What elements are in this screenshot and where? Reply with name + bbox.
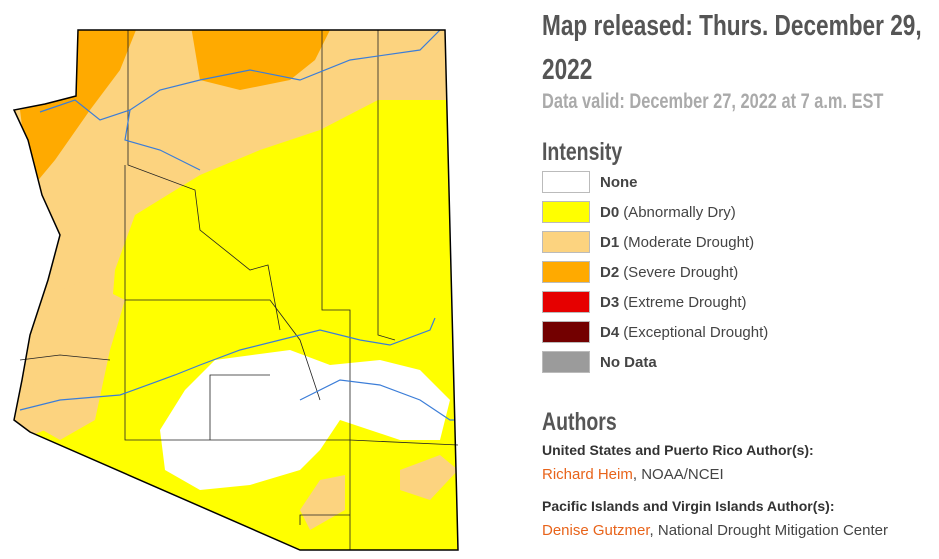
- author-name[interactable]: Richard Heim: [542, 466, 633, 483]
- legend-item: D0 (Abnormally Dry): [542, 200, 736, 224]
- legend-code: D3: [600, 293, 620, 311]
- author-line: Denise Gutzmer, National Drought Mitigat…: [542, 522, 888, 539]
- legend-code: D2: [600, 263, 620, 281]
- legend-item: No Data: [542, 350, 661, 374]
- legend-title: Intensity: [542, 138, 623, 166]
- legend-swatch: [542, 171, 590, 193]
- author-affiliation: , National Drought Mitigation Center: [649, 522, 889, 539]
- author-name[interactable]: Denise Gutzmer: [542, 522, 650, 539]
- drought-map: [12, 29, 459, 551]
- legend-code: No Data: [600, 353, 657, 371]
- legend-item: D1 (Moderate Drought): [542, 230, 754, 254]
- legend-description: (Moderate Drought): [623, 233, 755, 251]
- legend-description: (Exceptional Drought): [623, 323, 769, 341]
- legend-swatch: [542, 321, 590, 343]
- legend-swatch: [542, 231, 590, 253]
- legend-swatch: [542, 291, 590, 313]
- legend-description: (Severe Drought): [623, 263, 739, 281]
- legend-code: D0: [600, 203, 620, 221]
- author-heading: United States and Puerto Rico Author(s):: [542, 442, 814, 458]
- legend-code: D4: [600, 323, 620, 341]
- legend-item: D3 (Extreme Drought): [542, 290, 747, 314]
- legend-item: D2 (Severe Drought): [542, 260, 738, 284]
- map-subtitle: Data valid: December 27, 2022 at 7 a.m. …: [542, 90, 884, 113]
- legend-swatch: [542, 261, 590, 283]
- legend-item: None: [542, 170, 642, 194]
- side-panel: Map released: Thurs. December 29, 2022 D…: [542, 0, 939, 559]
- author-heading: Pacific Islands and Virgin Islands Autho…: [542, 498, 835, 514]
- author-line: Richard Heim, NOAA/NCEI: [542, 466, 724, 483]
- legend-swatch: [542, 351, 590, 373]
- author-affiliation: , NOAA/NCEI: [632, 466, 724, 483]
- legend-description: (Extreme Drought): [623, 293, 747, 311]
- legend-swatch: [542, 201, 590, 223]
- state-outline: [12, 29, 459, 551]
- map-title: Map released: Thurs. December 29, 2022: [542, 10, 922, 86]
- legend-code: None: [600, 173, 638, 191]
- legend-description: (Abnormally Dry): [623, 203, 736, 221]
- legend-code: D1: [600, 233, 620, 251]
- authors-title: Authors: [542, 408, 617, 436]
- legend-item: D4 (Exceptional Drought): [542, 320, 768, 344]
